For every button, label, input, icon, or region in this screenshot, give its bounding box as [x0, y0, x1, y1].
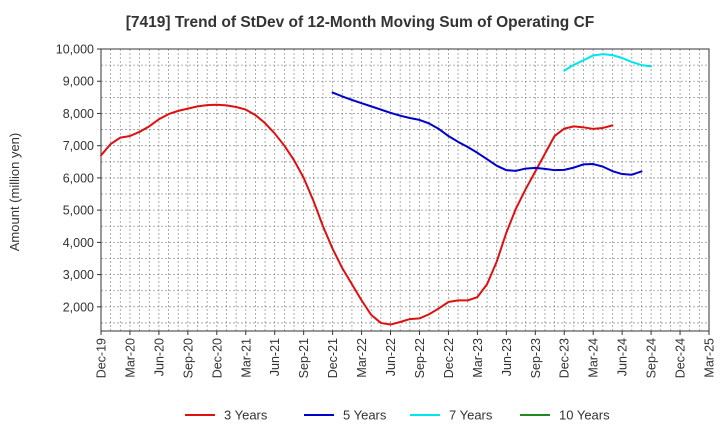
legend-label-10-years: 10 Years [559, 408, 610, 423]
x-tick-label: Dec-22 [442, 338, 456, 378]
y-tick-label: 8,000 [63, 107, 94, 121]
y-tick-label: 5,000 [63, 204, 94, 218]
legend-label-5-years: 5 Years [343, 408, 387, 423]
x-tick-label: Mar-24 [587, 338, 601, 378]
y-tick-label: 7,000 [63, 139, 94, 153]
series-line-7-years [563, 53, 653, 72]
legend-label-3-years: 3 Years [224, 408, 268, 423]
y-tick-label: 6,000 [63, 171, 94, 185]
x-axis-ticks: Dec-19 Mar-20 Jun-20 Sep-20 Dec-20 Mar-21 Jun-… [95, 331, 717, 378]
y-axis-ticks: 2,000 3,000 4,000 5,000 6,000 7,000 8,000 9,000… [56, 43, 101, 314]
legend: 3 Years 5 Years 7 Years 10 Years [185, 408, 610, 423]
chart-title: [7419] Trend of StDev of 12-Month Moving… [125, 14, 595, 31]
y-tick-label: 9,000 [63, 75, 94, 89]
x-tick-label: Dec-23 [558, 338, 572, 378]
x-tick-label: Dec-24 [674, 338, 688, 378]
x-tick-label: Dec-20 [210, 338, 224, 378]
grid-lines [101, 49, 709, 331]
x-tick-label: Sep-20 [181, 338, 195, 378]
x-tick-label: Mar-20 [123, 338, 137, 378]
x-tick-label: Sep-23 [529, 338, 543, 378]
y-tick-label: 2,000 [63, 300, 94, 314]
series-line-5-years [331, 91, 643, 176]
x-tick-label: Sep-24 [645, 338, 659, 378]
series-lines [100, 53, 653, 326]
y-axis-title: Amount (million yen) [7, 133, 22, 252]
x-tick-label: Mar-23 [471, 338, 485, 378]
legend-label-7-years: 7 Years [449, 408, 493, 423]
x-tick-label: Sep-22 [413, 338, 427, 378]
y-tick-label: 3,000 [63, 268, 94, 282]
x-tick-label: Dec-21 [326, 338, 340, 378]
x-tick-label: Jun-22 [384, 338, 398, 376]
x-tick-label: Jun-23 [500, 338, 514, 376]
x-tick-label: Jun-21 [268, 338, 282, 376]
x-tick-label: Dec-19 [95, 338, 109, 378]
series-line-3-years [100, 103, 614, 326]
x-tick-label: Jun-24 [616, 338, 630, 376]
y-tick-label: 10,000 [56, 43, 94, 57]
x-tick-label: Mar-22 [355, 338, 369, 378]
y-tick-label: 4,000 [63, 236, 94, 250]
x-tick-label: Mar-21 [239, 338, 253, 378]
x-tick-label: Mar-25 [703, 338, 717, 378]
plot-frame [100, 48, 710, 332]
x-tick-label: Jun-20 [152, 338, 166, 376]
x-tick-label: Sep-21 [297, 338, 311, 378]
